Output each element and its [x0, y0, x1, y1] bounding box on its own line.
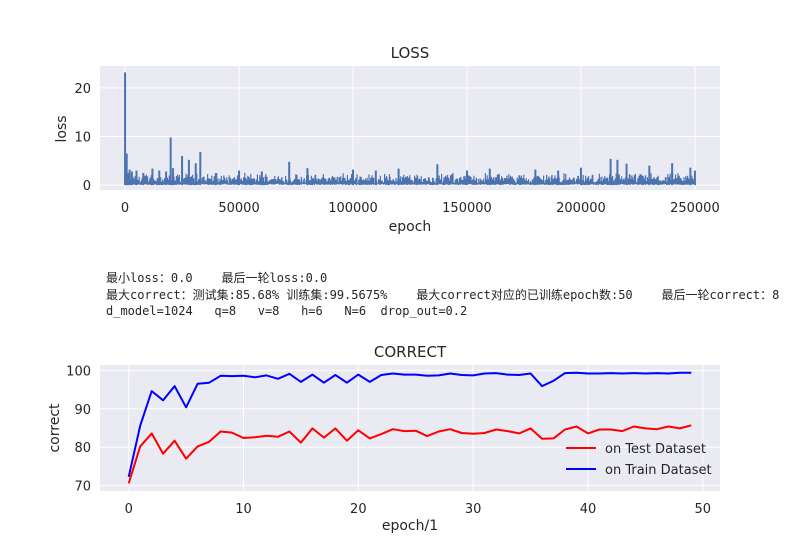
loss-y-label: loss [54, 115, 70, 142]
series-line-1 [127, 371, 692, 478]
x-tick-label: 10 [235, 502, 252, 517]
correct-grid [100, 365, 720, 491]
y-tick-label: 10 [74, 131, 91, 146]
loss-series [124, 72, 696, 186]
y-tick-label: 80 [74, 441, 91, 456]
y-tick-label: 90 [74, 403, 91, 418]
x-tick-label: 200000 [556, 201, 606, 216]
x-tick-label: 30 [465, 502, 482, 517]
correct-plot-area [100, 365, 720, 491]
loss-chart: 0 50000 100000 150000 200000 250000 0 10 20 LOS… [54, 44, 720, 235]
x-tick-label: 20 [350, 502, 367, 517]
info-line-2: 最大correct：测试集:85.68% 训练集:99.5675% 最大corr… [106, 288, 780, 302]
correct-y-label: correct [47, 403, 63, 453]
info-line-1: 最小loss：0.0 最后一轮loss:0.0 [106, 271, 328, 285]
x-tick-label: 100000 [328, 201, 378, 216]
x-tick-label: 0 [125, 502, 133, 517]
x-tick-label: 0 [121, 201, 129, 216]
correct-x-label: epoch/1 [382, 518, 438, 534]
info-line-3: d_model=1024 q=8 v=8 h=6 N=6 drop_out=0.… [106, 304, 468, 318]
loss-title: LOSS [391, 44, 430, 62]
correct-series [127, 371, 692, 484]
series-line-0 [127, 424, 692, 484]
legend-label: on Train Dataset [605, 463, 712, 478]
y-tick-label: 20 [74, 82, 91, 97]
y-tick-label: 100 [66, 364, 91, 379]
y-tick-label: 0 [83, 179, 91, 194]
correct-title: CORRECT [374, 343, 447, 361]
y-tick-label: 70 [74, 480, 91, 495]
loss-y-ticks: 0 10 20 [74, 82, 91, 194]
loss-x-ticks: 0 50000 100000 150000 200000 250000 [121, 201, 720, 216]
x-tick-label: 50 [695, 502, 712, 517]
x-tick-label: 150000 [442, 201, 492, 216]
correct-y-ticks: 70 80 90 100 [66, 364, 91, 494]
legend: on Test Dataset on Train Dataset [566, 442, 712, 478]
correct-chart: 0 10 20 30 40 50 70 80 90 100 CORRECT epoch/1 co… [47, 343, 720, 534]
x-tick-label: 250000 [670, 201, 720, 216]
loss-x-label: epoch [389, 219, 432, 235]
x-tick-label: 40 [580, 502, 597, 517]
legend-label: on Test Dataset [605, 442, 706, 457]
x-tick-label: 50000 [218, 201, 259, 216]
correct-x-ticks: 0 10 20 30 40 50 [125, 502, 711, 517]
